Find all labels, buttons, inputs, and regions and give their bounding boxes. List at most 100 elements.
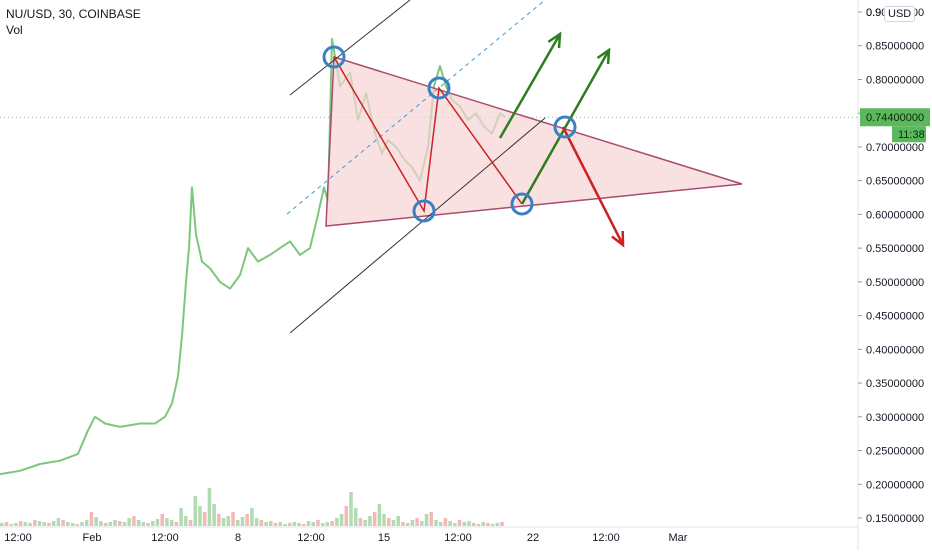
volume-bar — [188, 520, 193, 526]
volume-bar — [391, 520, 396, 526]
volume-bar — [344, 506, 349, 526]
volume-bar — [80, 522, 84, 526]
volume-bar — [349, 492, 353, 526]
pivot-circle — [553, 115, 577, 139]
volume-bar — [316, 520, 320, 526]
x-tick-label: 12:00 — [444, 532, 472, 544]
arrow-down — [561, 126, 625, 246]
volume-bar — [94, 517, 98, 526]
volume-bar — [264, 522, 268, 526]
y-tick-label: 0.15000000 — [866, 513, 924, 525]
x-tick-label: 8 — [235, 532, 241, 544]
volume-bar — [457, 520, 462, 526]
volume-bar — [113, 520, 117, 526]
volume-bar — [235, 520, 240, 526]
volume-bar — [89, 512, 94, 526]
volume-bar — [453, 523, 457, 526]
volume-bar — [108, 522, 113, 526]
pivot-circle — [427, 76, 451, 100]
volume-bar — [75, 524, 80, 526]
volume-bar — [462, 522, 467, 526]
volume-bar — [429, 512, 434, 526]
volume-bar — [434, 520, 438, 526]
arrow-up-1 — [498, 33, 562, 139]
y-tick-label: 0.50000000 — [866, 277, 924, 289]
volume-bar — [405, 523, 410, 526]
volume-bar — [278, 522, 282, 526]
volume-bar — [273, 523, 278, 526]
volume-bar — [155, 519, 160, 526]
volume-bar — [231, 512, 235, 526]
triangle-pattern — [325, 55, 743, 227]
x-tick-label: Mar — [669, 532, 688, 544]
volume-bar — [363, 520, 367, 526]
volume-bar — [0, 523, 4, 526]
volume-bar — [292, 522, 297, 526]
zigzag-line — [333, 56, 523, 214]
volume-bar — [9, 524, 13, 526]
volume-bar — [320, 523, 325, 526]
volume-bar — [169, 520, 174, 526]
x-tick-label: 12:00 — [592, 532, 620, 544]
volume-bar — [151, 521, 155, 526]
volume-bar — [28, 523, 32, 526]
volume-bar — [207, 488, 212, 526]
volume-bar — [481, 522, 485, 526]
x-tick-label: Feb — [83, 532, 102, 544]
volume-bar — [66, 522, 70, 526]
x-tick-label: 12:00 — [4, 532, 32, 544]
y-top-label: 0.9 — [866, 7, 881, 19]
volume-bar — [302, 524, 306, 526]
arrow-up-2 — [520, 49, 611, 205]
volume-bar — [353, 508, 358, 526]
volume-bar — [335, 518, 339, 526]
volume-bar — [99, 521, 103, 526]
volume-bar — [250, 508, 254, 526]
volume-bar — [311, 522, 316, 526]
volume-bar — [141, 522, 146, 526]
volume-bar — [245, 514, 249, 526]
currency-button[interactable]: USD — [884, 6, 916, 22]
volume-bar — [23, 522, 28, 526]
volume-bar — [443, 518, 448, 526]
y-tick-label: 0.80000000 — [866, 74, 924, 86]
volume-bar — [160, 514, 164, 526]
arrow-down-head — [611, 230, 625, 248]
volume-bar — [84, 520, 89, 526]
volume-bar — [415, 518, 419, 526]
y-tick-label: 0.55000000 — [866, 243, 924, 255]
y-tick-label: 0.60000000 — [866, 209, 924, 221]
volume-bar — [221, 518, 226, 526]
volume-bar — [372, 512, 377, 526]
channel-upper-line — [289, 0, 411, 96]
volume-bar — [226, 516, 231, 526]
volume-bar — [42, 522, 46, 526]
volume-bar — [33, 520, 37, 526]
channel-lower-line — [289, 117, 546, 334]
y-tick-label: 0.85000000 — [866, 41, 924, 53]
volume-bar — [420, 521, 424, 526]
volume-bar — [476, 524, 481, 526]
pivot-circle — [322, 45, 346, 69]
volume-bar — [424, 514, 429, 526]
last-price-label: 0.74400000 — [866, 112, 924, 124]
volume-bar — [132, 516, 136, 526]
volume-bar — [184, 516, 188, 526]
volume-bar — [212, 504, 216, 526]
y-tick-label: 0.70000000 — [866, 142, 924, 154]
volume-bar — [358, 518, 363, 526]
volume-bar — [330, 521, 334, 526]
volume-bar — [297, 523, 301, 526]
volume-indicator-label: Vol — [6, 23, 23, 37]
volume-bar — [56, 518, 61, 526]
volume-bar — [283, 524, 287, 526]
volume-bar — [490, 524, 495, 526]
volume-bar — [339, 514, 344, 526]
x-tick-label: 15 — [378, 532, 390, 544]
volume-bar — [117, 521, 122, 526]
volume-bar — [259, 520, 264, 526]
volume-bar — [4, 522, 9, 526]
volume-bar — [269, 521, 273, 526]
